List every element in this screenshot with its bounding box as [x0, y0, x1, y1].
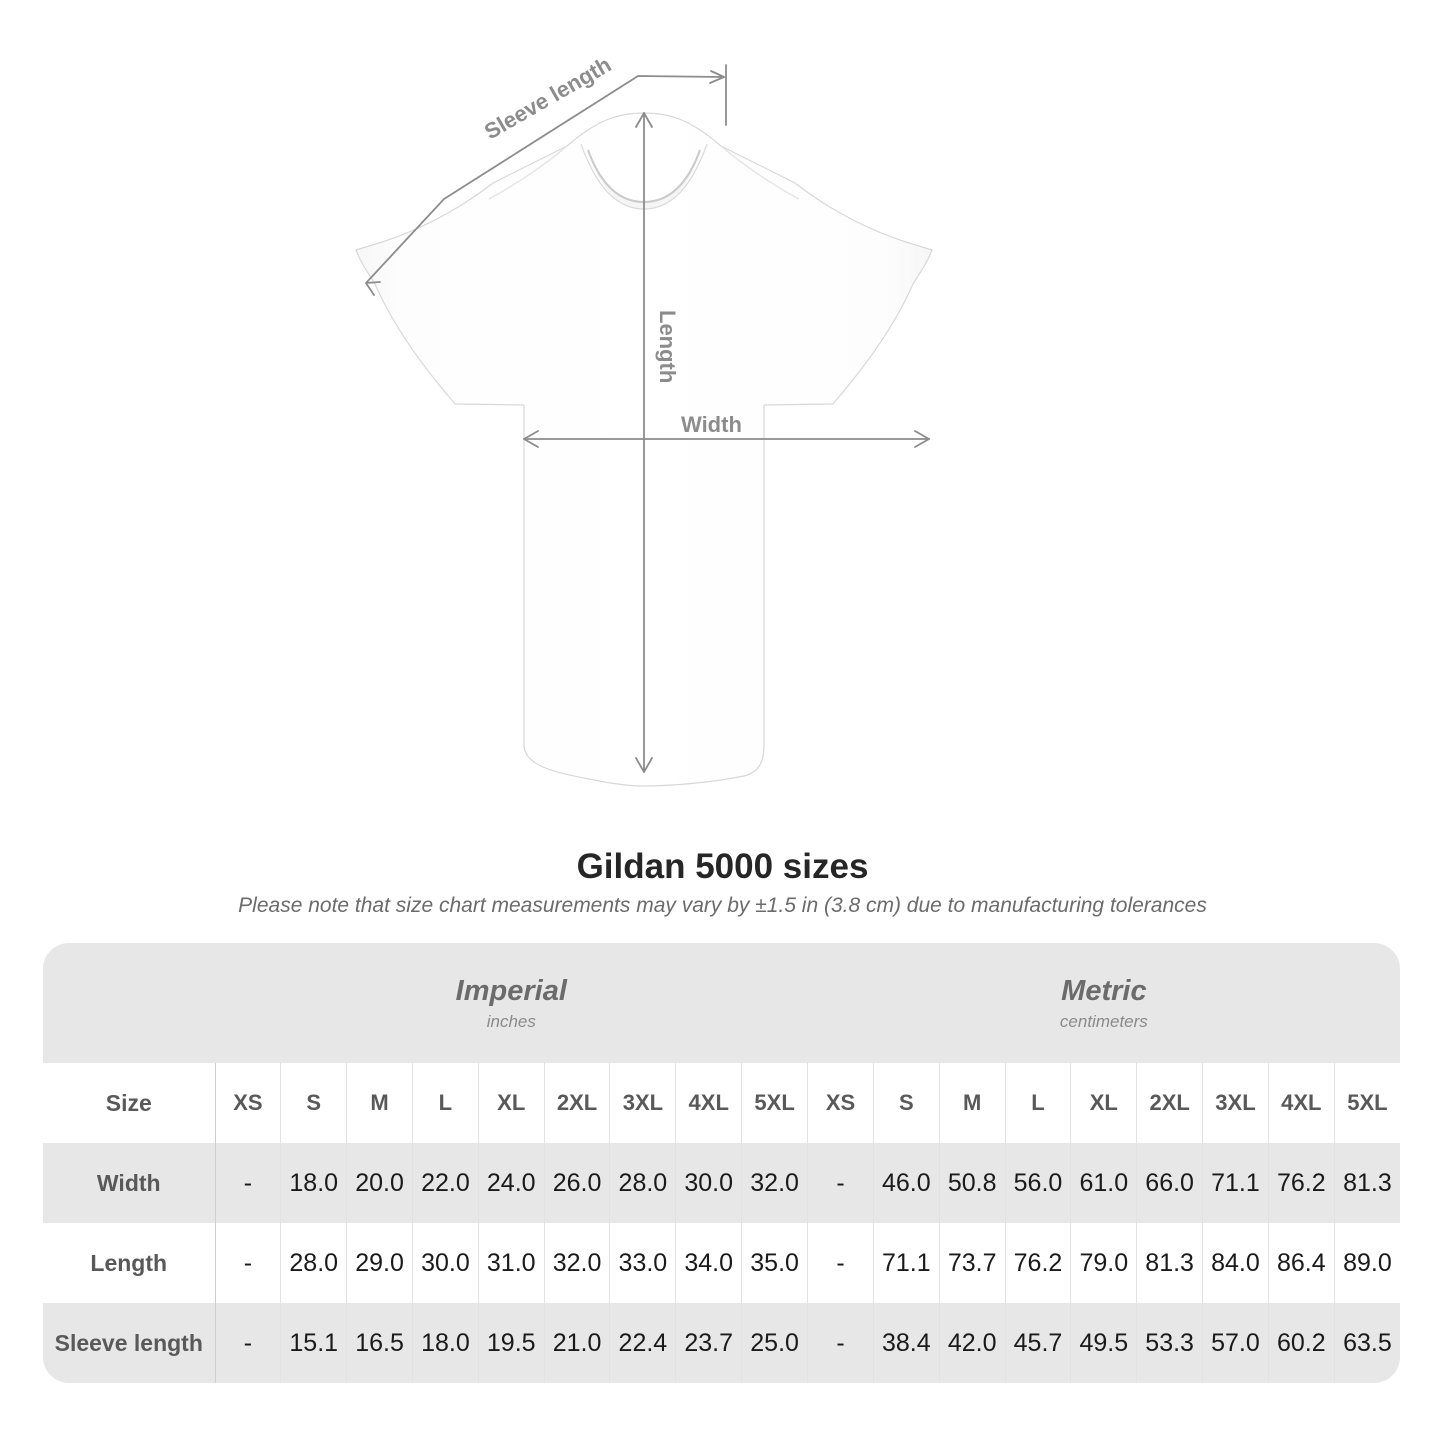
svg-text:Width: Width	[681, 412, 742, 437]
svg-text:Length: Length	[655, 310, 680, 383]
